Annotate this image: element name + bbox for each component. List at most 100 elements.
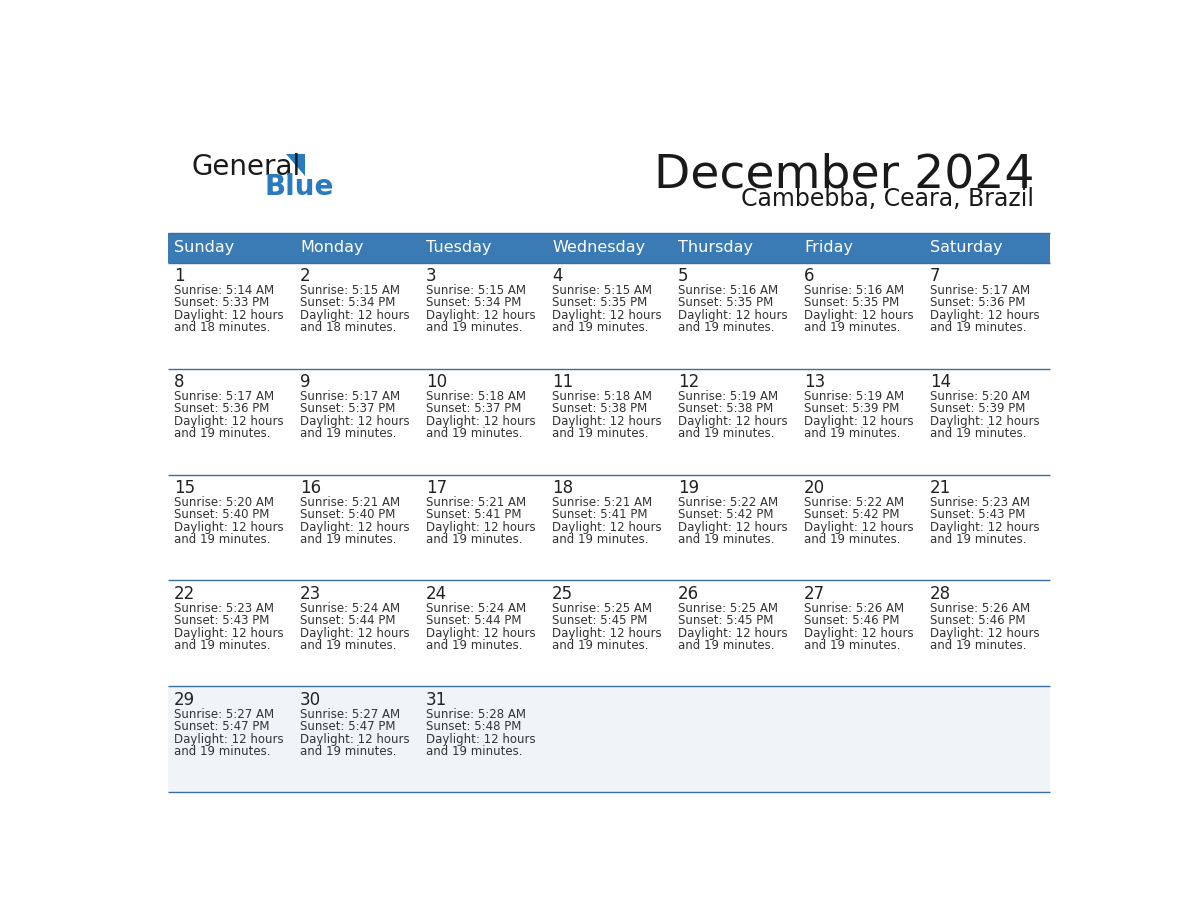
Text: Daylight: 12 hours: Daylight: 12 hours	[552, 627, 662, 640]
Text: 14: 14	[930, 374, 952, 391]
Text: Sunset: 5:37 PM: Sunset: 5:37 PM	[426, 402, 522, 416]
Text: 19: 19	[678, 479, 700, 498]
Text: 27: 27	[804, 585, 826, 603]
Text: Sunrise: 5:20 AM: Sunrise: 5:20 AM	[930, 390, 1030, 403]
Text: Sunrise: 5:21 AM: Sunrise: 5:21 AM	[301, 496, 400, 509]
Text: Sunrise: 5:25 AM: Sunrise: 5:25 AM	[552, 602, 652, 615]
Bar	[168, 580, 1050, 687]
Text: Daylight: 12 hours: Daylight: 12 hours	[678, 415, 788, 428]
Text: and 19 minutes.: and 19 minutes.	[804, 533, 901, 546]
Text: Daylight: 12 hours: Daylight: 12 hours	[301, 415, 410, 428]
Text: 3: 3	[426, 267, 437, 285]
Text: Blue: Blue	[265, 174, 334, 201]
Text: Sunrise: 5:28 AM: Sunrise: 5:28 AM	[426, 708, 526, 721]
Text: Sunrise: 5:26 AM: Sunrise: 5:26 AM	[930, 602, 1030, 615]
Text: and 19 minutes.: and 19 minutes.	[301, 744, 397, 758]
Text: Daylight: 12 hours: Daylight: 12 hours	[426, 627, 536, 640]
Text: 18: 18	[552, 479, 573, 498]
Text: Monday: Monday	[301, 241, 364, 255]
Text: Daylight: 12 hours: Daylight: 12 hours	[930, 415, 1040, 428]
Text: Daylight: 12 hours: Daylight: 12 hours	[804, 415, 914, 428]
Text: 5: 5	[678, 267, 689, 285]
Text: Saturday: Saturday	[930, 241, 1003, 255]
Text: Daylight: 12 hours: Daylight: 12 hours	[301, 308, 410, 322]
Text: Sunset: 5:34 PM: Sunset: 5:34 PM	[426, 297, 522, 309]
Text: and 19 minutes.: and 19 minutes.	[678, 427, 775, 440]
Text: Daylight: 12 hours: Daylight: 12 hours	[678, 627, 788, 640]
Text: 9: 9	[301, 374, 310, 391]
Bar	[168, 368, 1050, 475]
Text: Sunrise: 5:20 AM: Sunrise: 5:20 AM	[175, 496, 274, 509]
Text: and 19 minutes.: and 19 minutes.	[930, 427, 1026, 440]
Text: and 18 minutes.: and 18 minutes.	[301, 321, 397, 334]
Text: Daylight: 12 hours: Daylight: 12 hours	[804, 308, 914, 322]
Text: and 19 minutes.: and 19 minutes.	[301, 427, 397, 440]
Text: Sunset: 5:46 PM: Sunset: 5:46 PM	[930, 614, 1025, 627]
Text: 30: 30	[301, 691, 321, 709]
Text: and 19 minutes.: and 19 minutes.	[930, 321, 1026, 334]
Text: Sunrise: 5:23 AM: Sunrise: 5:23 AM	[930, 496, 1030, 509]
Text: 7: 7	[930, 267, 941, 285]
Text: Sunrise: 5:15 AM: Sunrise: 5:15 AM	[301, 285, 400, 297]
Text: Wednesday: Wednesday	[552, 241, 645, 255]
Text: Daylight: 12 hours: Daylight: 12 hours	[804, 627, 914, 640]
Text: Sunday: Sunday	[175, 241, 234, 255]
Text: and 19 minutes.: and 19 minutes.	[426, 639, 523, 652]
Text: and 19 minutes.: and 19 minutes.	[930, 639, 1026, 652]
Text: Daylight: 12 hours: Daylight: 12 hours	[804, 521, 914, 533]
Text: Sunset: 5:47 PM: Sunset: 5:47 PM	[175, 721, 270, 733]
Text: and 19 minutes.: and 19 minutes.	[552, 639, 649, 652]
Text: and 19 minutes.: and 19 minutes.	[175, 427, 271, 440]
Text: Tuesday: Tuesday	[426, 241, 492, 255]
Text: Daylight: 12 hours: Daylight: 12 hours	[678, 308, 788, 322]
Text: Sunrise: 5:16 AM: Sunrise: 5:16 AM	[678, 285, 778, 297]
Text: and 19 minutes.: and 19 minutes.	[552, 427, 649, 440]
Text: Sunrise: 5:18 AM: Sunrise: 5:18 AM	[426, 390, 526, 403]
Text: Sunset: 5:35 PM: Sunset: 5:35 PM	[804, 297, 899, 309]
Text: 28: 28	[930, 585, 952, 603]
Text: Daylight: 12 hours: Daylight: 12 hours	[552, 415, 662, 428]
Text: Sunrise: 5:17 AM: Sunrise: 5:17 AM	[175, 390, 274, 403]
Text: Sunset: 5:39 PM: Sunset: 5:39 PM	[804, 402, 899, 416]
Text: Sunset: 5:39 PM: Sunset: 5:39 PM	[930, 402, 1025, 416]
Text: Sunrise: 5:27 AM: Sunrise: 5:27 AM	[301, 708, 400, 721]
Text: Daylight: 12 hours: Daylight: 12 hours	[552, 521, 662, 533]
Bar	[168, 263, 1050, 368]
Text: 17: 17	[426, 479, 447, 498]
Text: 21: 21	[930, 479, 952, 498]
Text: 23: 23	[301, 585, 321, 603]
Text: Sunrise: 5:27 AM: Sunrise: 5:27 AM	[175, 708, 274, 721]
Bar	[168, 233, 1050, 263]
Text: Daylight: 12 hours: Daylight: 12 hours	[426, 415, 536, 428]
Text: Daylight: 12 hours: Daylight: 12 hours	[301, 521, 410, 533]
Text: Sunrise: 5:19 AM: Sunrise: 5:19 AM	[804, 390, 904, 403]
Text: and 19 minutes.: and 19 minutes.	[301, 533, 397, 546]
Text: and 19 minutes.: and 19 minutes.	[678, 639, 775, 652]
Text: 22: 22	[175, 585, 195, 603]
Text: 2: 2	[301, 267, 311, 285]
Text: 12: 12	[678, 374, 700, 391]
Text: Sunset: 5:43 PM: Sunset: 5:43 PM	[930, 509, 1025, 521]
Text: Sunset: 5:46 PM: Sunset: 5:46 PM	[804, 614, 899, 627]
Text: Daylight: 12 hours: Daylight: 12 hours	[426, 521, 536, 533]
Text: Sunrise: 5:16 AM: Sunrise: 5:16 AM	[804, 285, 904, 297]
Text: and 19 minutes.: and 19 minutes.	[175, 744, 271, 758]
Text: Cambebba, Ceara, Brazil: Cambebba, Ceara, Brazil	[741, 187, 1035, 211]
Text: Daylight: 12 hours: Daylight: 12 hours	[175, 308, 284, 322]
Text: Sunrise: 5:15 AM: Sunrise: 5:15 AM	[552, 285, 652, 297]
Text: Sunrise: 5:21 AM: Sunrise: 5:21 AM	[426, 496, 526, 509]
Text: Sunset: 5:34 PM: Sunset: 5:34 PM	[301, 297, 396, 309]
Text: Sunset: 5:47 PM: Sunset: 5:47 PM	[301, 721, 396, 733]
Text: and 19 minutes.: and 19 minutes.	[804, 639, 901, 652]
Text: Daylight: 12 hours: Daylight: 12 hours	[301, 627, 410, 640]
Text: Sunrise: 5:26 AM: Sunrise: 5:26 AM	[804, 602, 904, 615]
Text: 4: 4	[552, 267, 563, 285]
Text: Daylight: 12 hours: Daylight: 12 hours	[426, 308, 536, 322]
Text: Sunrise: 5:25 AM: Sunrise: 5:25 AM	[678, 602, 778, 615]
Text: Sunset: 5:45 PM: Sunset: 5:45 PM	[552, 614, 647, 627]
Text: 24: 24	[426, 585, 447, 603]
Text: and 18 minutes.: and 18 minutes.	[175, 321, 271, 334]
Text: Sunrise: 5:17 AM: Sunrise: 5:17 AM	[930, 285, 1030, 297]
Text: Sunset: 5:44 PM: Sunset: 5:44 PM	[426, 614, 522, 627]
Text: Daylight: 12 hours: Daylight: 12 hours	[175, 415, 284, 428]
